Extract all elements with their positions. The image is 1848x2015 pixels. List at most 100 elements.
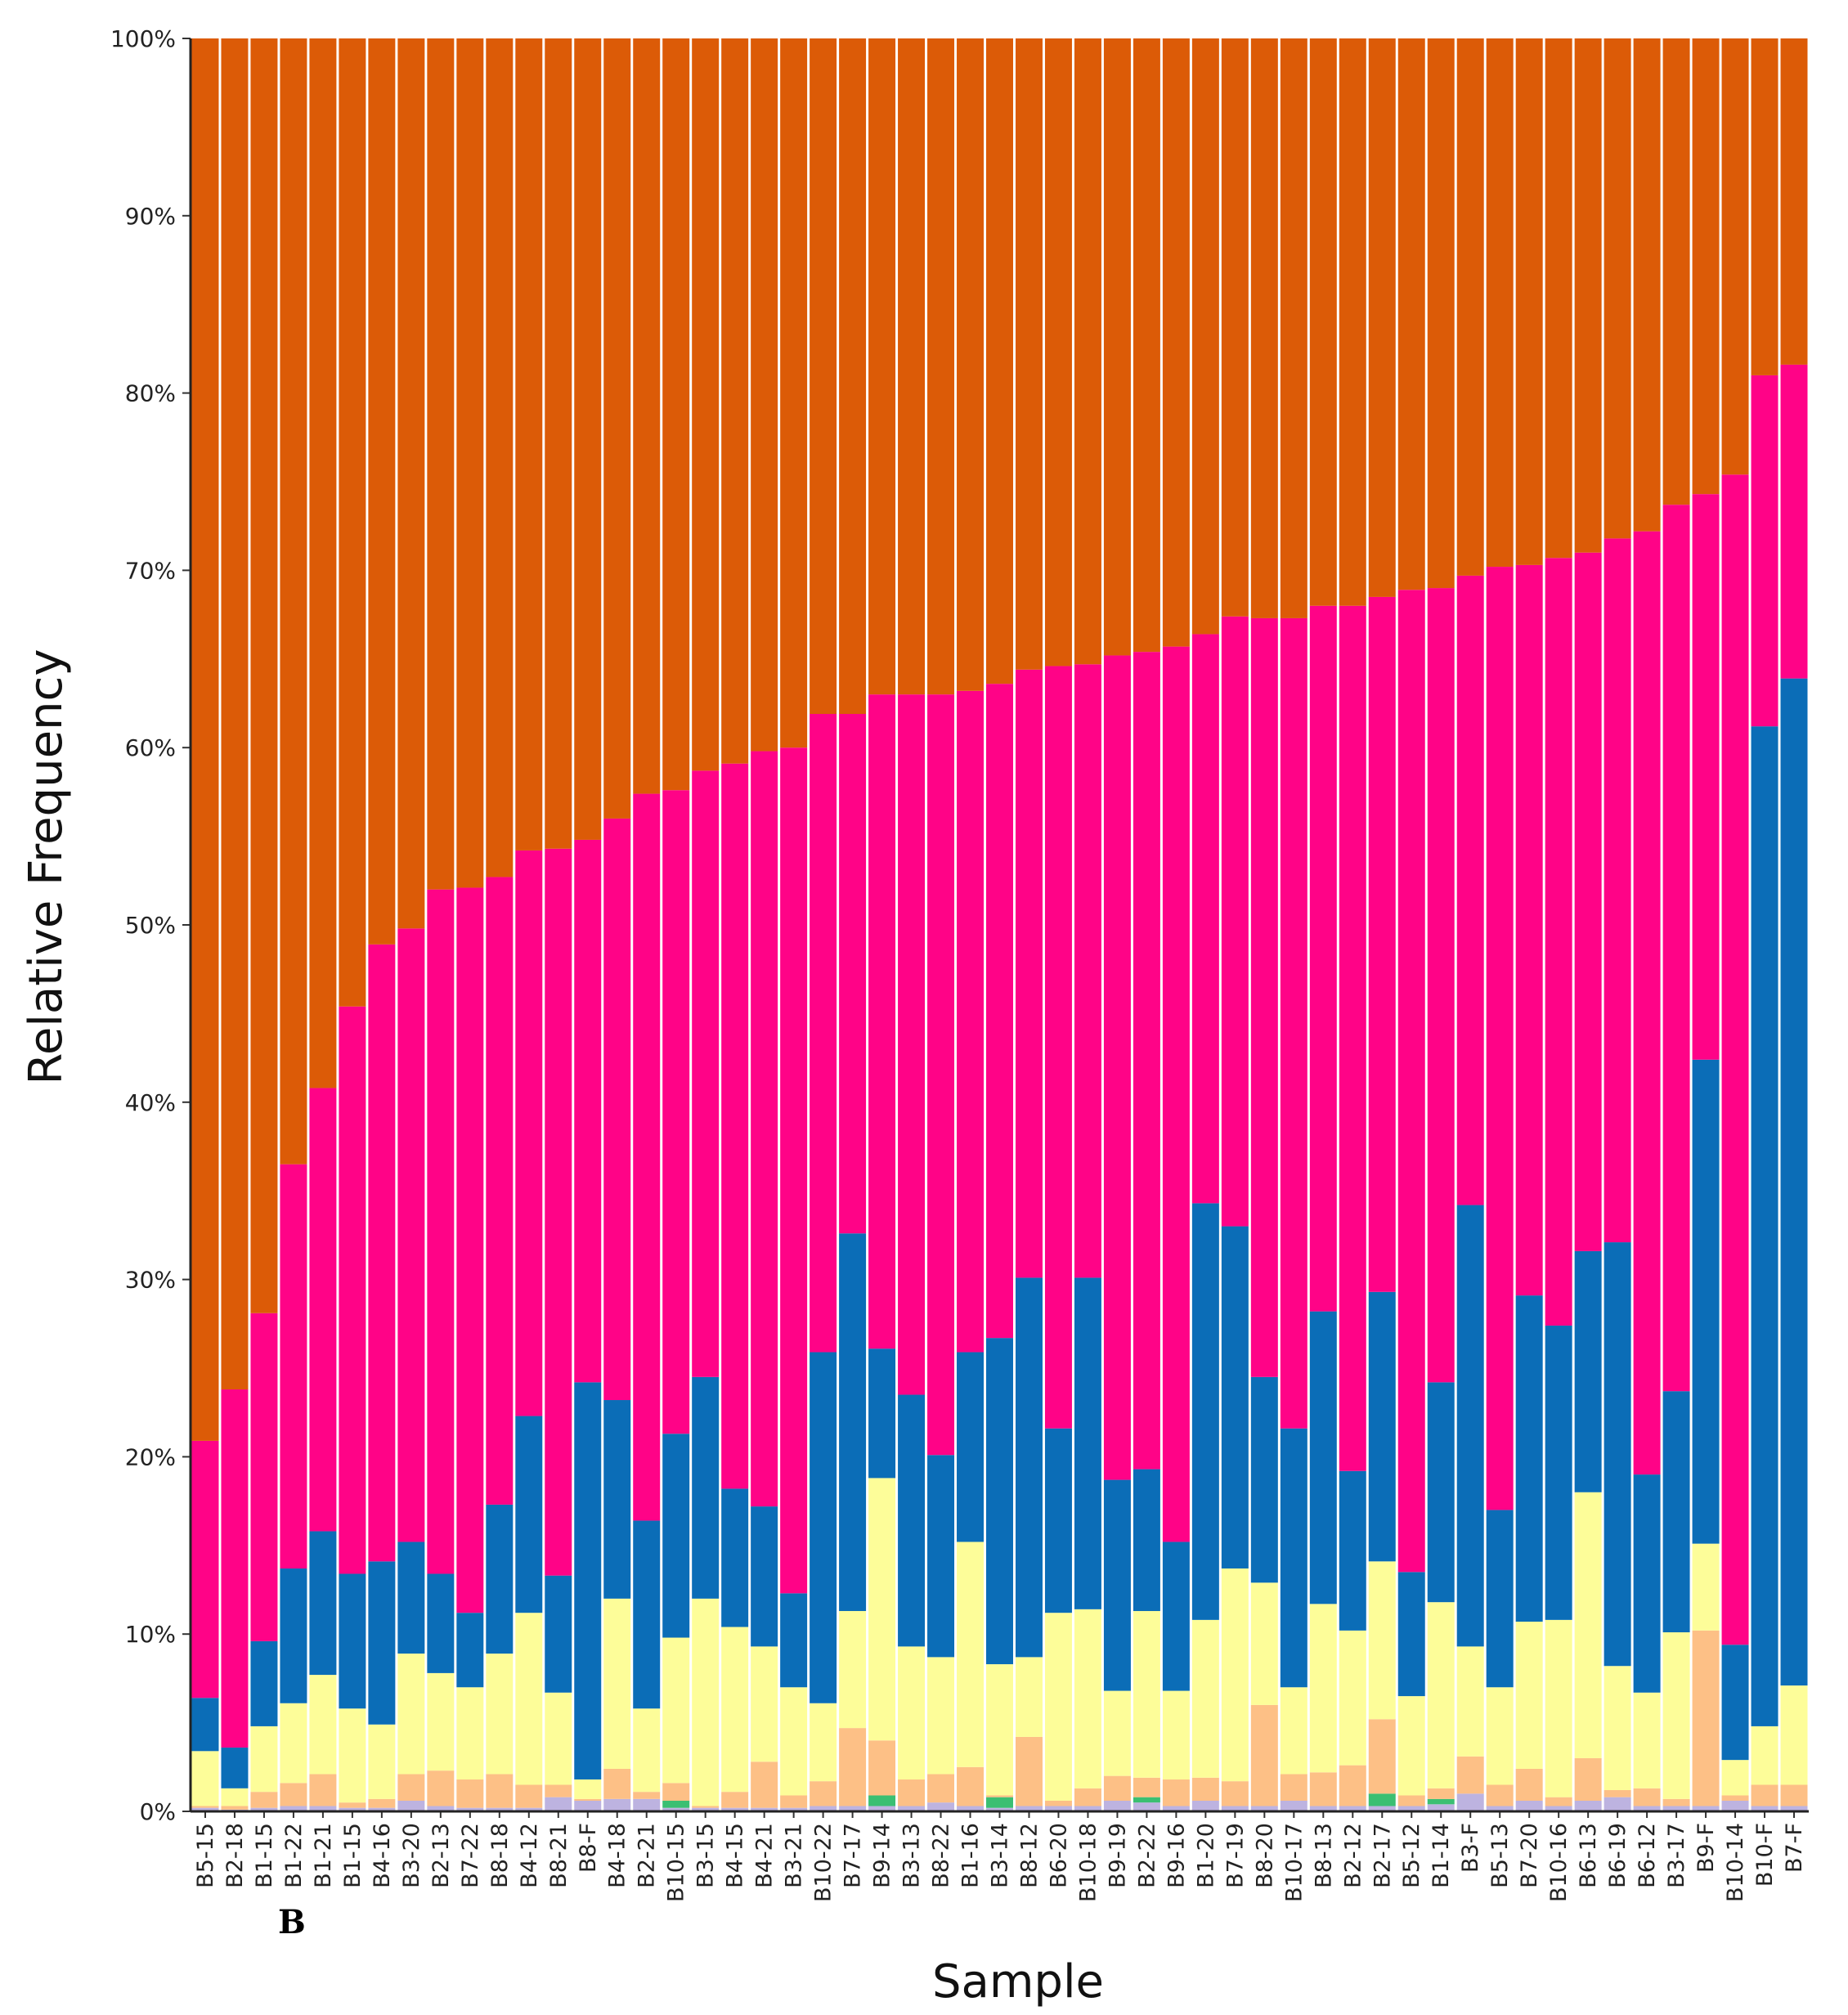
bar-segment [1074, 1788, 1101, 1806]
bar-segment [1456, 575, 1484, 1205]
y-tick-label: 90% [125, 203, 176, 230]
x-tick-label: B6-13 [1576, 1823, 1601, 1888]
bar-segment [898, 38, 926, 695]
bar-segment [1191, 1619, 1219, 1778]
bar-segment [574, 839, 602, 1383]
bar-segment [1692, 494, 1720, 1060]
bar-segment [1221, 1226, 1249, 1568]
bar-segment [1221, 1568, 1249, 1782]
bar-segment [1633, 38, 1661, 532]
bar-segment [309, 38, 337, 1088]
bar-segment [486, 38, 514, 877]
bar-segment [191, 1751, 219, 1806]
bar-segment [1751, 1806, 1778, 1811]
bar-segment [1427, 1804, 1455, 1811]
bar-segment [1221, 1781, 1249, 1806]
bar-segment [1515, 1768, 1543, 1801]
bar-segment [1427, 588, 1455, 1383]
x-tick-label: B7-17 [841, 1823, 866, 1888]
bar-segment [456, 887, 484, 1613]
y-tick-label: 60% [125, 734, 176, 761]
bar-segment [751, 751, 778, 1507]
x-tick-label: B9-16 [1164, 1823, 1189, 1888]
bar-segment [1103, 655, 1131, 1480]
bar-segment [1662, 1798, 1690, 1806]
bar-segment [721, 1792, 749, 1808]
bar-segment [1339, 1470, 1366, 1631]
bar-segment [1721, 1800, 1749, 1811]
bar-segment [486, 1774, 514, 1808]
bar-segment [1721, 1645, 1749, 1761]
bar-segment [1545, 1806, 1572, 1811]
bar-segment [250, 1313, 278, 1641]
bar-segment [868, 1806, 896, 1811]
bar-segment [250, 1807, 278, 1811]
bar-segment [1044, 1806, 1072, 1811]
bar-segment [368, 1724, 396, 1799]
bar-segment [986, 1797, 1013, 1808]
bar-segment [751, 1807, 778, 1811]
x-tick-label: B7-F [1782, 1823, 1807, 1873]
bar-segment [456, 38, 484, 888]
bar-segment [1397, 1696, 1425, 1796]
bar-segment [692, 1807, 720, 1811]
x-tick-label: B9-F [1693, 1823, 1719, 1873]
x-tick-label: B1-21 [311, 1823, 336, 1888]
bar-segment [868, 38, 896, 695]
bar-segment [280, 1806, 307, 1811]
bar-segment [309, 1806, 337, 1811]
x-tick-label: B3-F [1458, 1823, 1483, 1873]
bar-segment [662, 1637, 690, 1784]
bar-segment [1662, 505, 1690, 1392]
bar-segment [1751, 1726, 1778, 1785]
bar-segment [250, 1640, 278, 1726]
bar-segment [1604, 1242, 1631, 1667]
bar-segment [1692, 1059, 1720, 1544]
bar-segment [574, 1779, 602, 1799]
bar-segment [515, 38, 543, 850]
bar-segment [1309, 605, 1337, 1312]
bar-segment [1515, 1800, 1543, 1811]
bar-segment [1250, 1582, 1278, 1705]
bar-segment [1427, 1798, 1455, 1805]
bar-segment [1427, 1602, 1455, 1788]
bar-segment [1162, 1690, 1190, 1779]
bar-segment [1015, 1277, 1043, 1658]
x-tick-label: B3-13 [899, 1823, 925, 1888]
x-tick-label: B3-20 [399, 1823, 424, 1888]
bar-segment [1280, 617, 1308, 1429]
bar-segment [1368, 1561, 1396, 1720]
bar-segment [721, 1488, 749, 1627]
bar-segment [1044, 666, 1072, 1429]
bar-segment [1397, 1795, 1425, 1806]
bar-segment [780, 747, 808, 1594]
bar-segment [633, 38, 661, 794]
bar-segment [1221, 1806, 1249, 1811]
bar-segment [603, 1598, 631, 1769]
bar-segment [309, 1088, 337, 1532]
bar-segment [427, 889, 455, 1574]
bar-segment [1250, 38, 1278, 618]
x-tick-label: B3-14 [988, 1823, 1013, 1888]
bar-segment [1103, 1800, 1131, 1811]
x-tick-label: B8-20 [1252, 1823, 1277, 1888]
bar-segment [1486, 1806, 1514, 1811]
bar-segment [1574, 552, 1602, 1251]
x-tick-label: B4-16 [370, 1823, 395, 1888]
bar-segment [1044, 1800, 1072, 1806]
bar-segment [1456, 38, 1484, 576]
bar-segment [1162, 1542, 1190, 1691]
bar-segment [721, 1627, 749, 1793]
bar-segment [810, 1352, 837, 1703]
bar-segment [603, 818, 631, 1401]
bar-segment [427, 1806, 455, 1811]
bar-segment [927, 1657, 955, 1775]
bar-segment [1309, 1311, 1337, 1604]
bar-segment [456, 1779, 484, 1808]
bar-segment [1309, 1806, 1337, 1811]
bar-segment [309, 1774, 337, 1806]
bar-segment [1309, 1604, 1337, 1773]
bar-segment [1309, 1772, 1337, 1806]
bar-segment [1162, 646, 1190, 1542]
bar-segment [515, 1784, 543, 1808]
